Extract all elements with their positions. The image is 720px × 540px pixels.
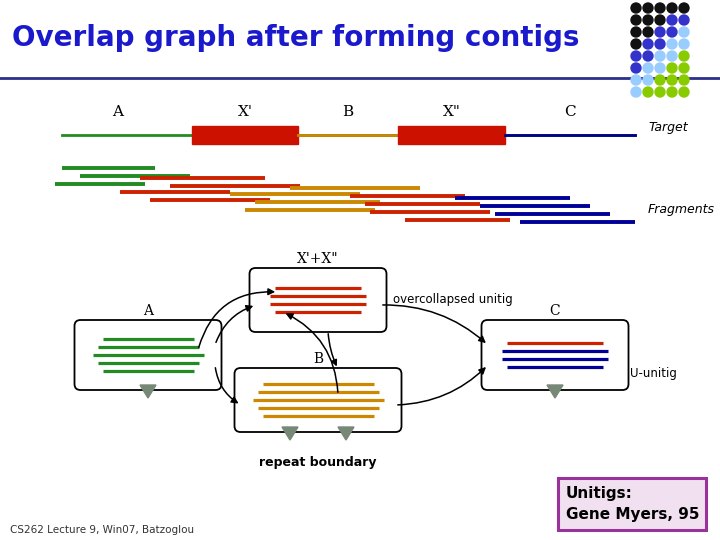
Circle shape [667, 87, 677, 97]
Circle shape [667, 51, 677, 61]
Bar [398, 126, 505, 144]
Text: C: C [549, 304, 560, 318]
Polygon shape [140, 385, 156, 398]
Text: Target: Target [648, 120, 688, 133]
Polygon shape [282, 427, 298, 440]
Circle shape [631, 87, 641, 97]
Circle shape [655, 51, 665, 61]
Circle shape [643, 27, 653, 37]
Polygon shape [547, 385, 563, 398]
Circle shape [679, 75, 689, 85]
Text: overcollapsed unitig: overcollapsed unitig [393, 294, 513, 307]
FancyBboxPatch shape [482, 320, 629, 390]
Text: C: C [564, 105, 576, 119]
Circle shape [631, 63, 641, 73]
Circle shape [655, 75, 665, 85]
Circle shape [667, 63, 677, 73]
Circle shape [655, 63, 665, 73]
Circle shape [643, 15, 653, 25]
Circle shape [643, 87, 653, 97]
Circle shape [667, 15, 677, 25]
Circle shape [667, 27, 677, 37]
Bar [192, 126, 298, 144]
Circle shape [679, 51, 689, 61]
Text: Fragments: Fragments [648, 204, 715, 217]
Circle shape [631, 3, 641, 13]
Circle shape [655, 87, 665, 97]
Text: repeat boundary: repeat boundary [259, 456, 377, 469]
Text: B: B [343, 105, 354, 119]
Circle shape [679, 39, 689, 49]
Circle shape [679, 3, 689, 13]
Circle shape [643, 3, 653, 13]
Text: X": X" [443, 105, 461, 119]
Circle shape [667, 75, 677, 85]
Circle shape [679, 87, 689, 97]
Polygon shape [338, 427, 354, 440]
Circle shape [679, 27, 689, 37]
Circle shape [643, 39, 653, 49]
FancyBboxPatch shape [250, 268, 387, 332]
Circle shape [631, 15, 641, 25]
Circle shape [643, 51, 653, 61]
Circle shape [631, 75, 641, 85]
FancyBboxPatch shape [74, 320, 222, 390]
Circle shape [667, 3, 677, 13]
Circle shape [655, 3, 665, 13]
Circle shape [631, 27, 641, 37]
Text: A: A [112, 105, 124, 119]
FancyBboxPatch shape [235, 368, 402, 432]
Circle shape [679, 15, 689, 25]
Text: Overlap graph after forming contigs: Overlap graph after forming contigs [12, 24, 580, 52]
Text: A: A [143, 304, 153, 318]
Text: X'+X": X'+X" [297, 252, 339, 266]
Text: X': X' [238, 105, 253, 119]
Circle shape [667, 39, 677, 49]
Text: U-unitig: U-unitig [630, 367, 677, 380]
FancyBboxPatch shape [558, 478, 706, 530]
Circle shape [655, 15, 665, 25]
Circle shape [631, 51, 641, 61]
Circle shape [655, 27, 665, 37]
Text: Unitigs:
Gene Myers, 95: Unitigs: Gene Myers, 95 [566, 486, 700, 522]
Text: B: B [313, 352, 323, 366]
Text: CS262 Lecture 9, Win07, Batzoglou: CS262 Lecture 9, Win07, Batzoglou [10, 525, 194, 535]
Circle shape [643, 63, 653, 73]
Circle shape [643, 75, 653, 85]
Circle shape [655, 39, 665, 49]
Circle shape [679, 63, 689, 73]
Circle shape [631, 39, 641, 49]
